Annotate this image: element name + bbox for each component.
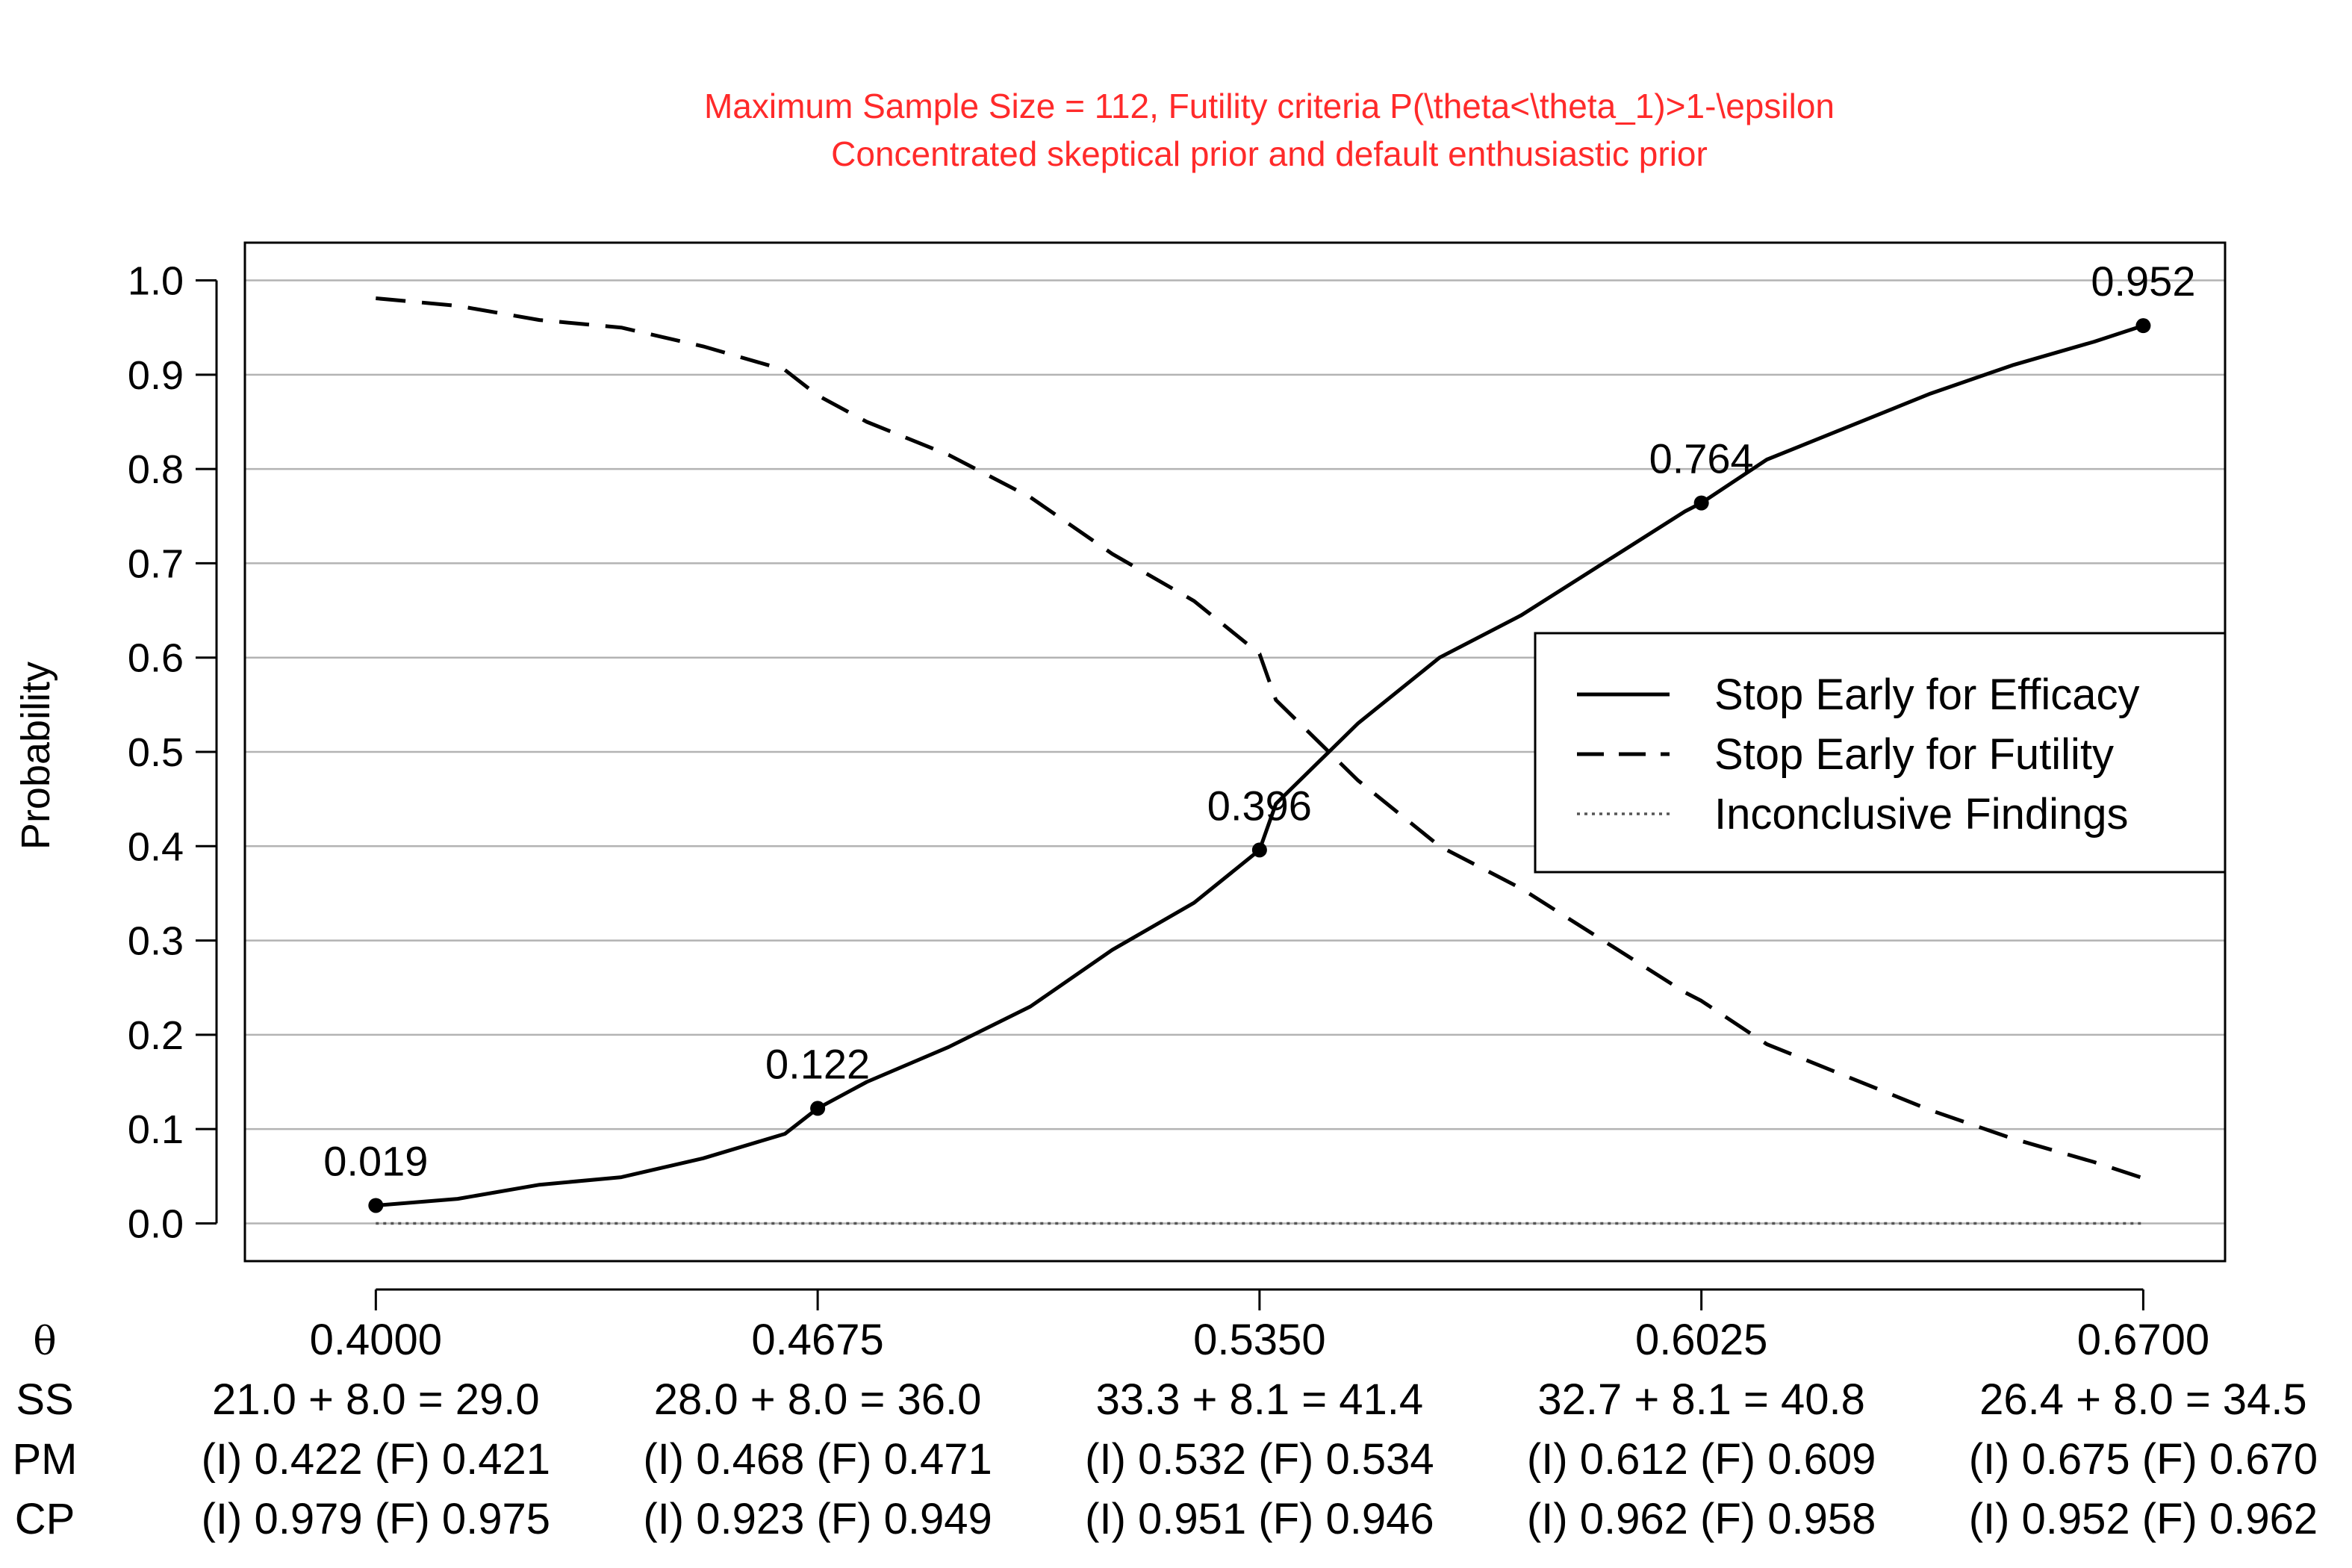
summary-table: θ SS PM CP 0.4000 21.0 + 8.0 = 29.0 (I) 0.422 …	[13, 1316, 2318, 1543]
series-line-solid	[376, 323, 2144, 1207]
table-cell-ss: 28.0 + 8.0 = 36.0	[654, 1375, 982, 1424]
data-point	[810, 1101, 826, 1116]
table-cell-cp: (I) 0.979 (F) 0.975	[202, 1495, 550, 1543]
table-cell-pm: (I) 0.675 (F) 0.670	[1969, 1435, 2318, 1484]
data-point	[1251, 842, 1267, 858]
data-point-label: 0.396	[1207, 782, 1312, 829]
series-layer	[376, 296, 2144, 1225]
legend-label: Stop Early for Futility	[1714, 730, 2114, 779]
chart-title: Maximum Sample Size = 112, Futility crit…	[704, 87, 1835, 125]
data-point-label: 0.952	[2091, 258, 2195, 305]
chart-subtitle: Concentrated skeptical prior and default…	[831, 134, 1708, 173]
table-cell-pm: (I) 0.612 (F) 0.609	[1527, 1435, 1876, 1484]
y-tick-label: 0.0	[128, 1201, 184, 1246]
table-cell-pm: (I) 0.532 (F) 0.534	[1085, 1435, 1434, 1484]
table-cell-ss: 33.3 + 8.1 = 41.4	[1096, 1375, 1424, 1424]
y-tick-label: 0.9	[128, 353, 184, 398]
legend-label: Stop Early for Efficacy	[1714, 671, 2140, 719]
points-layer: 0.019 0.122 0.396 0.764 0.952	[323, 258, 2195, 1213]
table-cell-cp: (I) 0.962 (F) 0.958	[1527, 1495, 1876, 1543]
table-cell-cp: (I) 0.951 (F) 0.946	[1085, 1495, 1434, 1543]
table-cell-ss: 26.4 + 8.0 = 34.5	[1979, 1375, 2307, 1424]
grid-layer	[245, 279, 2225, 1225]
table-row-label: CP	[15, 1495, 75, 1543]
y-tick-label: 0.1	[128, 1107, 184, 1152]
x-axis	[374, 1288, 2144, 1310]
y-tick-label: 0.7	[128, 541, 184, 586]
data-point-label: 0.019	[323, 1137, 428, 1184]
table-cell-theta: 0.6025	[1635, 1316, 1767, 1364]
table-cell-ss: 21.0 + 8.0 = 29.0	[212, 1375, 540, 1424]
data-point	[368, 1198, 384, 1213]
y-axis-label: Probability	[13, 662, 58, 850]
table-row-label: SS	[16, 1375, 73, 1424]
data-point	[2135, 318, 2151, 334]
y-tick-label: 1.0	[128, 259, 184, 304]
y-tick-label: 0.8	[128, 447, 184, 492]
legend-box	[1534, 632, 2227, 874]
table-cell-pm: (I) 0.468 (F) 0.471	[643, 1435, 992, 1484]
y-tick-label: 0.3	[128, 919, 184, 964]
legend: Stop Early for Efficacy Stop Early for Fu…	[1534, 632, 2227, 874]
table-cell-pm: (I) 0.422 (F) 0.421	[202, 1435, 550, 1484]
table-cell-cp: (I) 0.952 (F) 0.962	[1969, 1495, 2318, 1543]
series-line-dashed	[376, 296, 2144, 1180]
table-row-label: θ	[33, 1319, 56, 1364]
y-tick-label: 0.5	[128, 730, 184, 775]
table-cell-theta: 0.4000	[310, 1316, 442, 1364]
y-axis: 0.0 0.1 0.2 0.3 0.4 0.5 0.6 0.7 0.8 0.9 1.0	[128, 259, 218, 1246]
table-cell-theta: 0.6700	[2077, 1316, 2209, 1364]
y-tick-label: 0.4	[128, 824, 184, 869]
table-cell-cp: (I) 0.923 (F) 0.949	[643, 1495, 992, 1543]
table-cell-theta: 0.4675	[751, 1316, 883, 1364]
data-point	[1693, 495, 1709, 511]
table-cell-theta: 0.5350	[1193, 1316, 1325, 1364]
table-cell-ss: 32.7 + 8.1 = 40.8	[1537, 1375, 1865, 1424]
data-point-label: 0.764	[1649, 435, 1754, 482]
data-point-label: 0.122	[765, 1040, 870, 1087]
y-tick-label: 0.2	[128, 1013, 184, 1058]
legend-label: Inconclusive Findings	[1714, 790, 2129, 839]
y-tick-label: 0.6	[128, 636, 184, 681]
table-row-label: PM	[13, 1435, 78, 1484]
